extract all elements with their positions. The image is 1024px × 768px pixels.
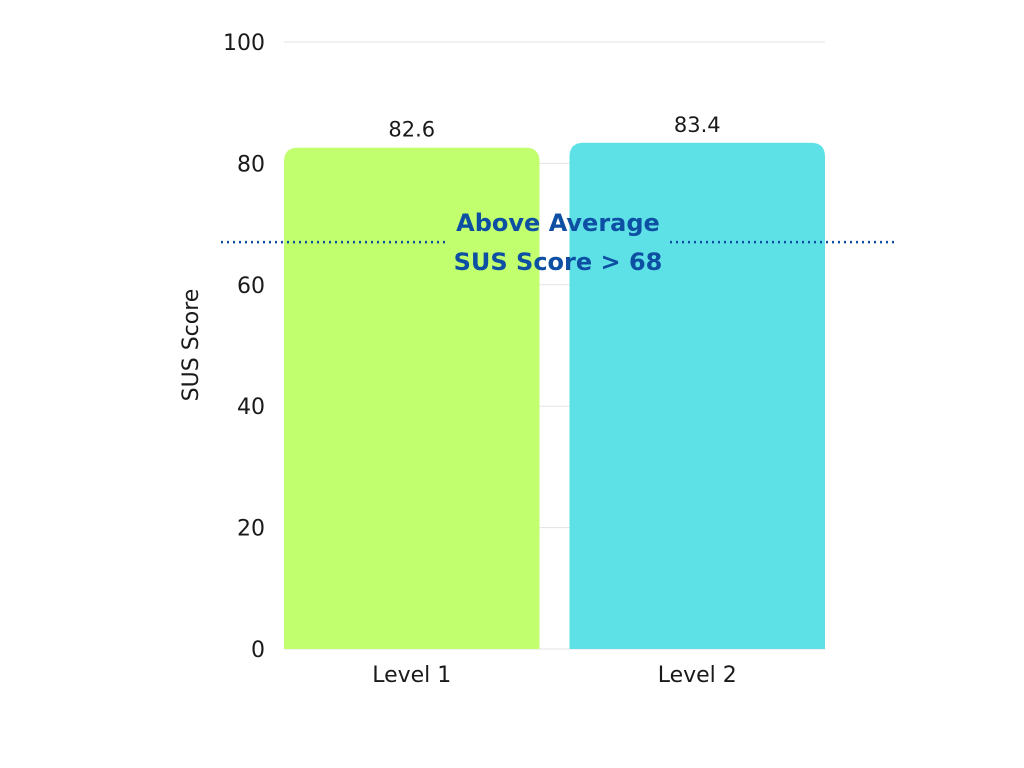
- x-category-label: Level 2: [658, 663, 737, 688]
- bar-level-1: [284, 147, 540, 650]
- bar-level-2: [569, 142, 825, 649]
- y-tick-label: 100: [223, 31, 265, 56]
- reference-label-line1: Above Average: [456, 209, 660, 237]
- x-category-label: Level 1: [372, 663, 451, 688]
- reference-line-group: Above Average SUS Score > 68: [221, 209, 898, 276]
- bar-value-label: 83.4: [674, 113, 721, 137]
- y-tick-label: 40: [237, 395, 265, 420]
- y-tick-label: 20: [237, 517, 265, 542]
- y-tick-label: 80: [237, 152, 265, 177]
- y-tick-label: 60: [237, 274, 265, 299]
- bar-value-label: 82.6: [388, 118, 435, 142]
- y-axis-ticks: 0 20 40 60 80 100: [223, 31, 265, 663]
- y-tick-label: 0: [251, 638, 265, 663]
- x-axis-categories: Level 1 Level 2: [372, 663, 737, 688]
- bars: 82.6 83.4: [284, 113, 825, 650]
- reference-label-line2: SUS Score > 68: [454, 248, 663, 276]
- y-axis-title: SUS Score: [179, 289, 204, 402]
